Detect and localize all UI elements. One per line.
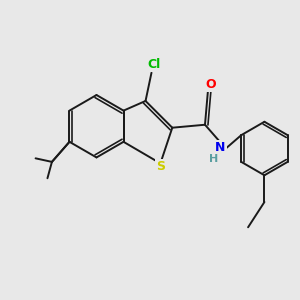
Text: N: N [215, 140, 226, 154]
Text: H: H [209, 154, 218, 164]
Text: O: O [205, 77, 216, 91]
Text: S: S [156, 160, 165, 173]
Text: Cl: Cl [148, 58, 161, 71]
